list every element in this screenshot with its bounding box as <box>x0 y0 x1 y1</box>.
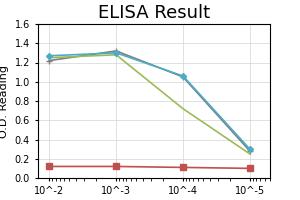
Antigen= 50ng <box>47 56 51 59</box>
Control Antigen = 100ng <box>47 165 51 168</box>
Antigen= 100ng <box>248 148 252 150</box>
Antigen= 100ng <box>114 52 118 54</box>
Title: ELISA Result: ELISA Result <box>98 4 210 22</box>
Line: Antigen= 100ng: Antigen= 100ng <box>47 51 252 151</box>
Antigen= 50ng <box>181 108 185 110</box>
Antigen= 100ng <box>181 75 185 77</box>
Y-axis label: O.D. Reading: O.D. Reading <box>0 64 9 138</box>
Antigen= 50ng <box>248 153 252 155</box>
Antigen= 100ng <box>47 55 51 57</box>
Antigen= 10ng <box>47 59 51 62</box>
Control Antigen = 100ng <box>181 166 185 169</box>
Antigen= 10ng <box>181 76 185 78</box>
Line: Antigen= 10ng: Antigen= 10ng <box>46 47 253 155</box>
Control Antigen = 100ng <box>114 165 118 168</box>
Antigen= 10ng <box>114 50 118 52</box>
Line: Antigen= 50ng: Antigen= 50ng <box>49 55 250 154</box>
Antigen= 50ng <box>114 54 118 56</box>
Control Antigen = 100ng <box>248 167 252 170</box>
Antigen= 10ng <box>248 150 252 152</box>
Line: Control Antigen = 100ng: Control Antigen = 100ng <box>46 164 253 171</box>
